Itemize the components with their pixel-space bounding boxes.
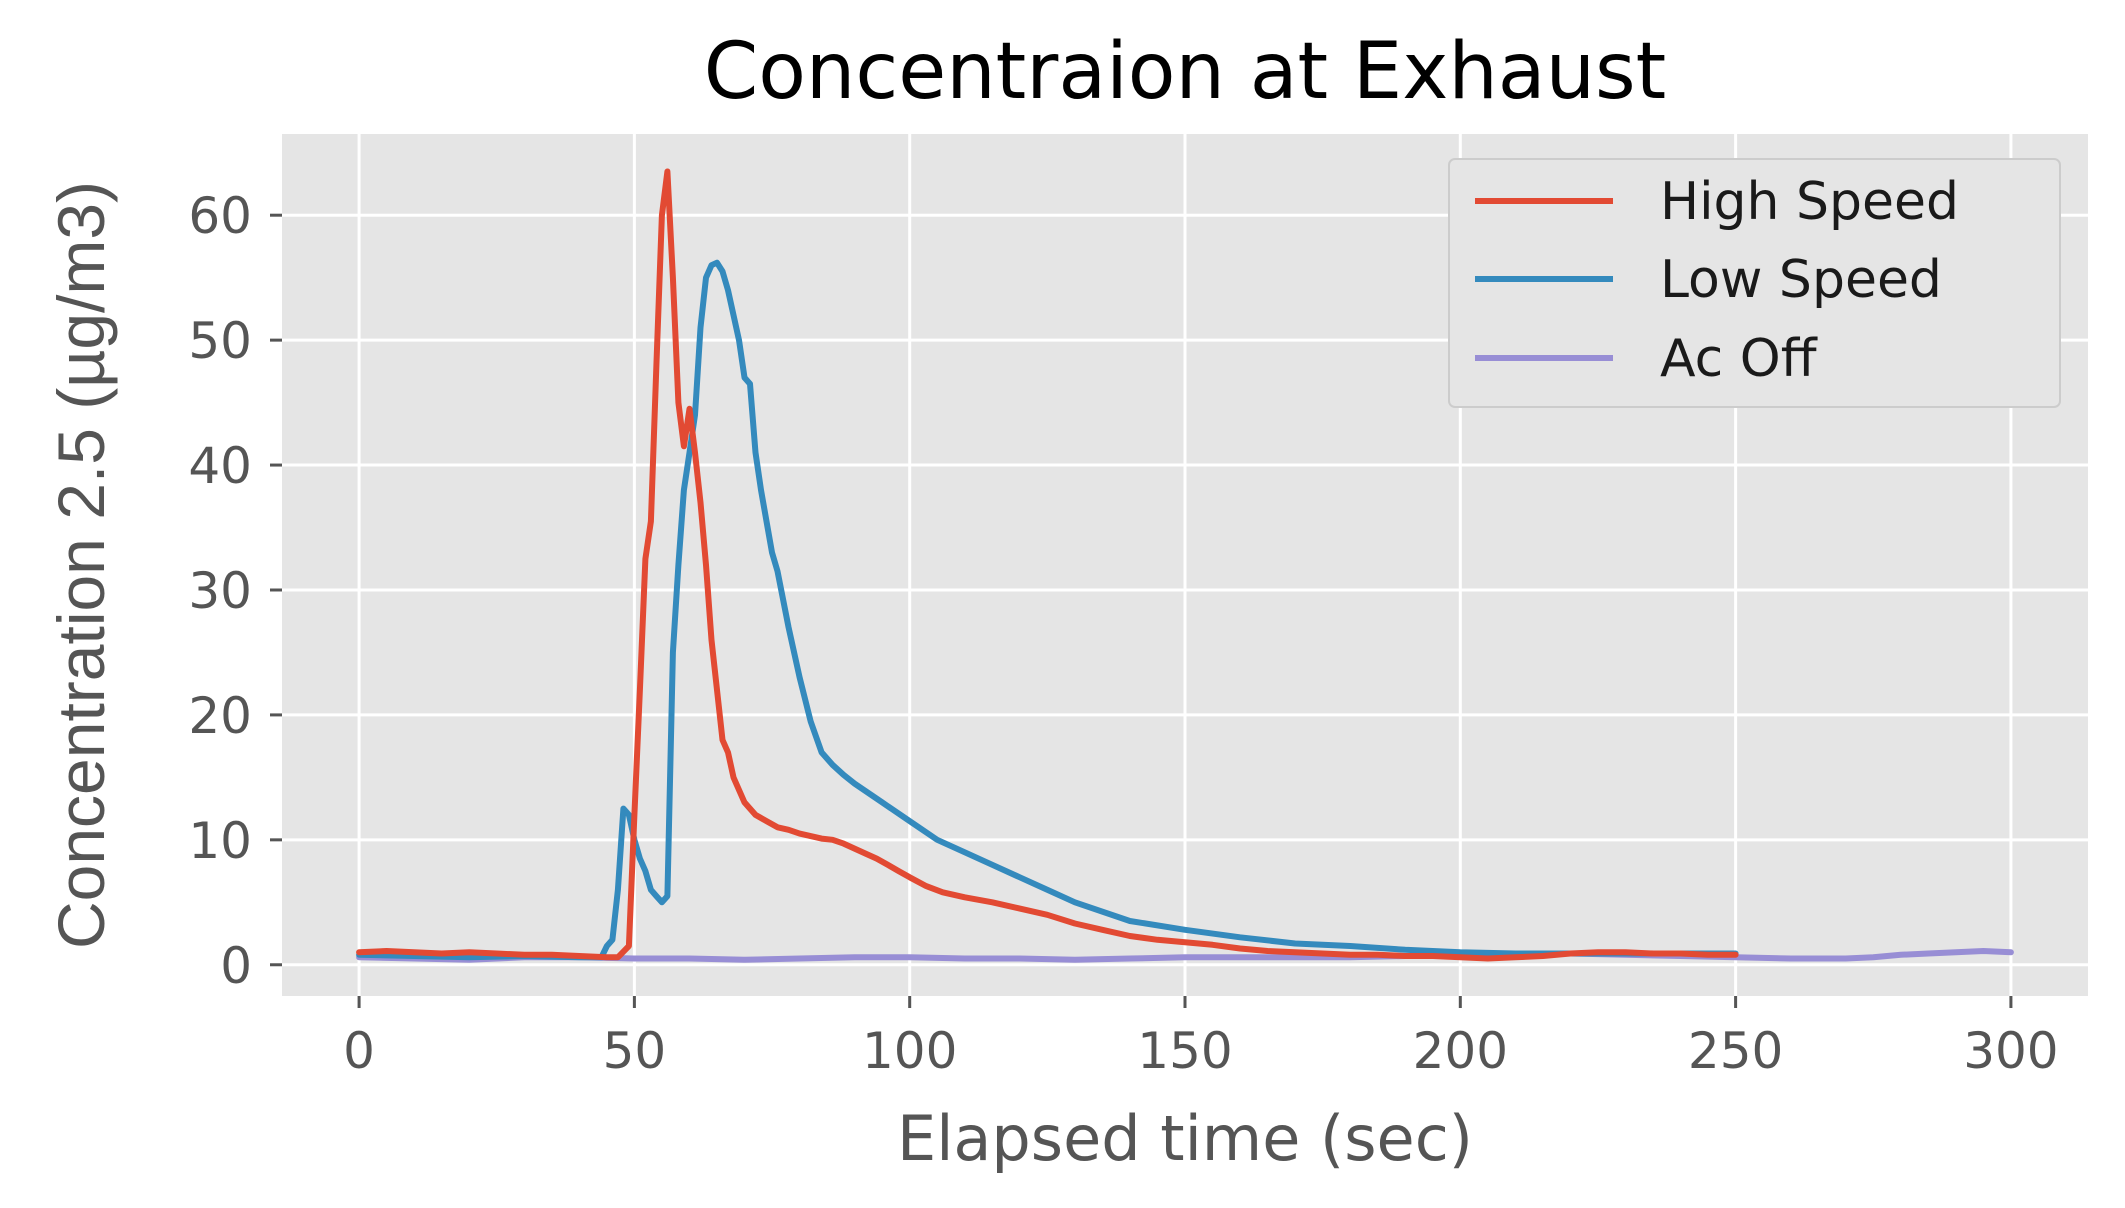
y-tick-label: 20 [188, 687, 252, 745]
series-line-high-speed [356, 168, 1739, 962]
x-tick-label: 50 [603, 1022, 667, 1080]
x-tick-label: 300 [1963, 1022, 2058, 1080]
axis-ticks: 0 50 100 150 200 250 300 0 10 20 30 40 50 60 [188, 187, 2058, 1080]
grid [282, 134, 2088, 996]
y-tick-label: 50 [188, 312, 252, 370]
y-tick-label: 0 [220, 937, 252, 995]
legend-box [1448, 158, 2061, 408]
legend-label-high-speed: High Speed [1660, 172, 1959, 232]
y-tick-label: 60 [188, 187, 252, 245]
x-tick-label: 250 [1688, 1022, 1783, 1080]
y-axis-label: Concentration 2.5 (µg/m3) [44, 181, 118, 949]
series-lines [356, 168, 2014, 963]
legend: High Speed Low Speed Ac Off [1448, 158, 2061, 408]
x-axis-label: Elapsed time (sec) [897, 1102, 1473, 1175]
x-tick-label: 150 [1137, 1022, 1232, 1080]
y-tick-label: 40 [188, 437, 252, 495]
chart-title: Concentraion at Exhaust [704, 27, 1667, 117]
y-tick-label: 30 [188, 562, 252, 620]
y-tick-label: 10 [188, 812, 252, 870]
x-tick-label: 0 [343, 1022, 375, 1080]
x-tick-label: 100 [862, 1022, 957, 1080]
legend-label-low-speed: Low Speed [1660, 250, 1942, 310]
legend-label-ac-off: Ac Off [1660, 329, 1818, 389]
series-line-ac-off [356, 948, 2014, 963]
x-tick-label: 200 [1413, 1022, 1508, 1080]
